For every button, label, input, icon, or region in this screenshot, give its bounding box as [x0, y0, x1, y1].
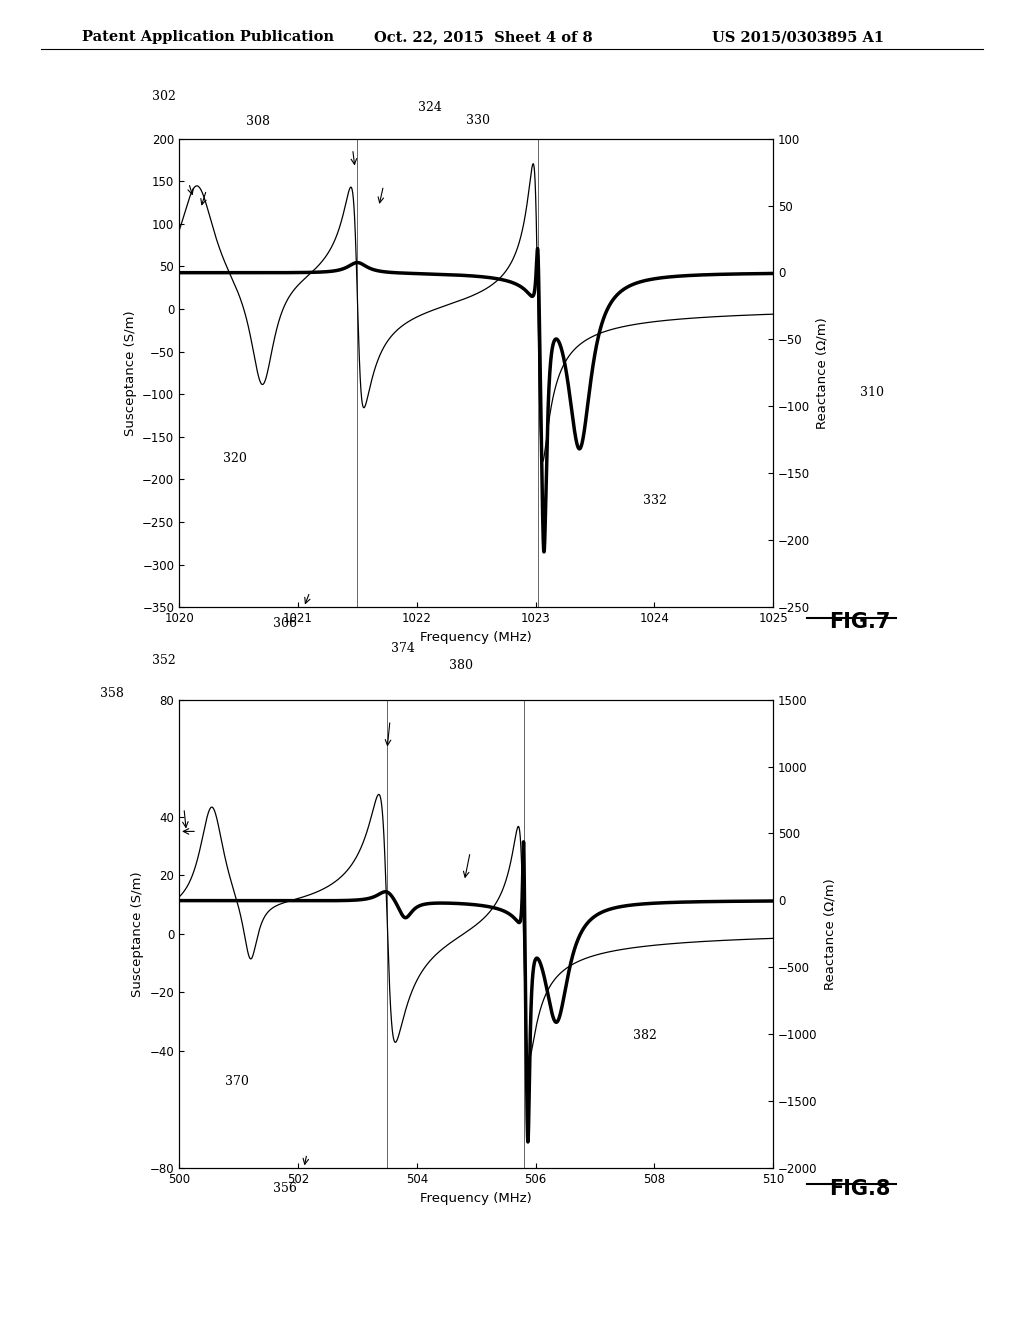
X-axis label: Frequency (MHz): Frequency (MHz)	[420, 1192, 532, 1205]
Text: FIG.8: FIG.8	[829, 1179, 891, 1199]
Text: 380: 380	[449, 659, 472, 672]
Text: US 2015/0303895 A1: US 2015/0303895 A1	[712, 30, 884, 45]
Text: 332: 332	[643, 494, 667, 507]
Y-axis label: Reactance (Ω/m): Reactance (Ω/m)	[823, 878, 836, 990]
Y-axis label: Susceptance (S/m): Susceptance (S/m)	[124, 310, 136, 436]
Text: 358: 358	[100, 686, 124, 700]
Text: 308: 308	[246, 115, 269, 128]
Text: 310: 310	[860, 385, 884, 399]
Text: Oct. 22, 2015  Sheet 4 of 8: Oct. 22, 2015 Sheet 4 of 8	[374, 30, 593, 45]
Text: FIG.7: FIG.7	[829, 612, 891, 632]
Text: 382: 382	[633, 1028, 656, 1041]
Text: 330: 330	[466, 114, 489, 127]
Text: 356: 356	[273, 1181, 297, 1195]
Text: 320: 320	[223, 451, 247, 465]
X-axis label: Frequency (MHz): Frequency (MHz)	[420, 631, 532, 644]
Text: 306: 306	[273, 616, 297, 630]
Text: 302: 302	[152, 90, 175, 103]
Text: Patent Application Publication: Patent Application Publication	[82, 30, 334, 45]
Text: 324: 324	[418, 100, 441, 114]
Y-axis label: Susceptance (S/m): Susceptance (S/m)	[131, 871, 144, 997]
Text: 352: 352	[152, 653, 175, 667]
Text: 370: 370	[225, 1074, 249, 1088]
Text: 374: 374	[391, 642, 415, 655]
Y-axis label: Reactance (Ω/m): Reactance (Ω/m)	[816, 317, 828, 429]
